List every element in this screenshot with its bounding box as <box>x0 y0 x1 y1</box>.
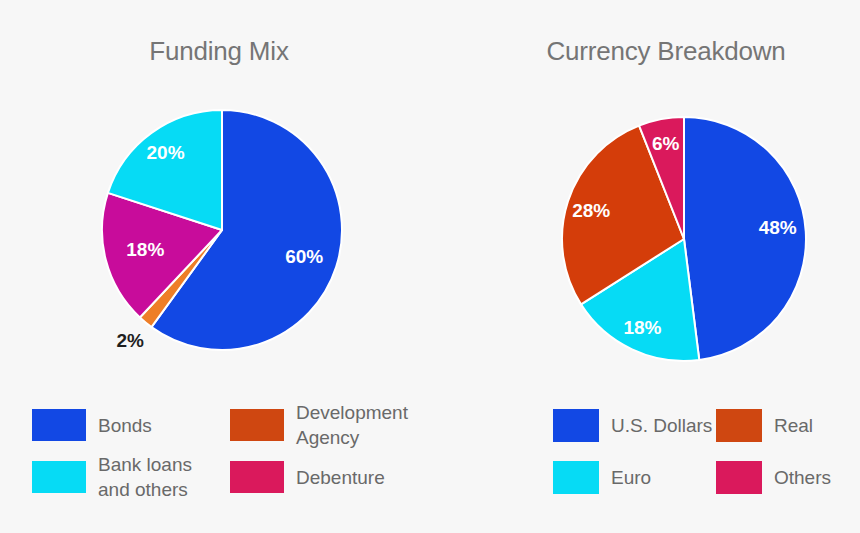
pct-label-euro: 18% <box>623 317 661 338</box>
legend-item-bank-loans-and-others: Bank loans and others <box>32 451 213 503</box>
legend-swatch <box>716 409 762 442</box>
pct-label-others: 6% <box>652 133 680 154</box>
legend-item-euro: Euro <box>553 451 726 503</box>
pct-label-debenture: 18% <box>126 239 164 260</box>
currency-breakdown-pie: 48% 18% 28% 6% <box>544 97 824 377</box>
legend-label: Development Agency <box>296 400 431 450</box>
legend-swatch <box>32 461 86 493</box>
pct-label-bank-loans-and-others: 20% <box>147 142 185 163</box>
legend-swatch <box>716 461 762 494</box>
legend-label: Bonds <box>98 413 213 438</box>
legend-swatch <box>553 409 599 442</box>
legend-label: Euro <box>611 465 726 490</box>
legend-label: Debenture <box>296 465 431 490</box>
pct-label-u-s-dollars: 48% <box>759 217 797 238</box>
pct-label-development-agency: 2% <box>116 330 144 351</box>
legend-item-bonds: Bonds <box>32 399 213 451</box>
pct-label-bonds: 60% <box>285 246 323 267</box>
legend-label: Bank loans and others <box>98 452 213 502</box>
legend-swatch <box>230 409 284 441</box>
currency-breakdown-title: Currency Breakdown <box>486 36 846 67</box>
legend-label: Real <box>774 413 860 438</box>
legend-label: Others <box>774 465 860 490</box>
legend-label: U.S. Dollars <box>611 413 726 438</box>
pie-slice-u-s-dollars <box>684 117 806 360</box>
legend-item-real: Real <box>716 399 860 451</box>
legend-item-others: Others <box>716 451 860 503</box>
legend-swatch <box>553 461 599 494</box>
pct-label-real: 28% <box>572 200 610 221</box>
legend-swatch <box>32 409 86 441</box>
funding-mix-title: Funding Mix <box>39 36 399 67</box>
legend-item-u-s-dollars: U.S. Dollars <box>553 399 726 451</box>
legend-item-debenture: Debenture <box>230 451 431 503</box>
funding-mix-pie: 60% 2% 18% 20% <box>82 90 362 370</box>
legend-item-development-agency: Development Agency <box>230 399 431 451</box>
legend-swatch <box>230 461 284 493</box>
